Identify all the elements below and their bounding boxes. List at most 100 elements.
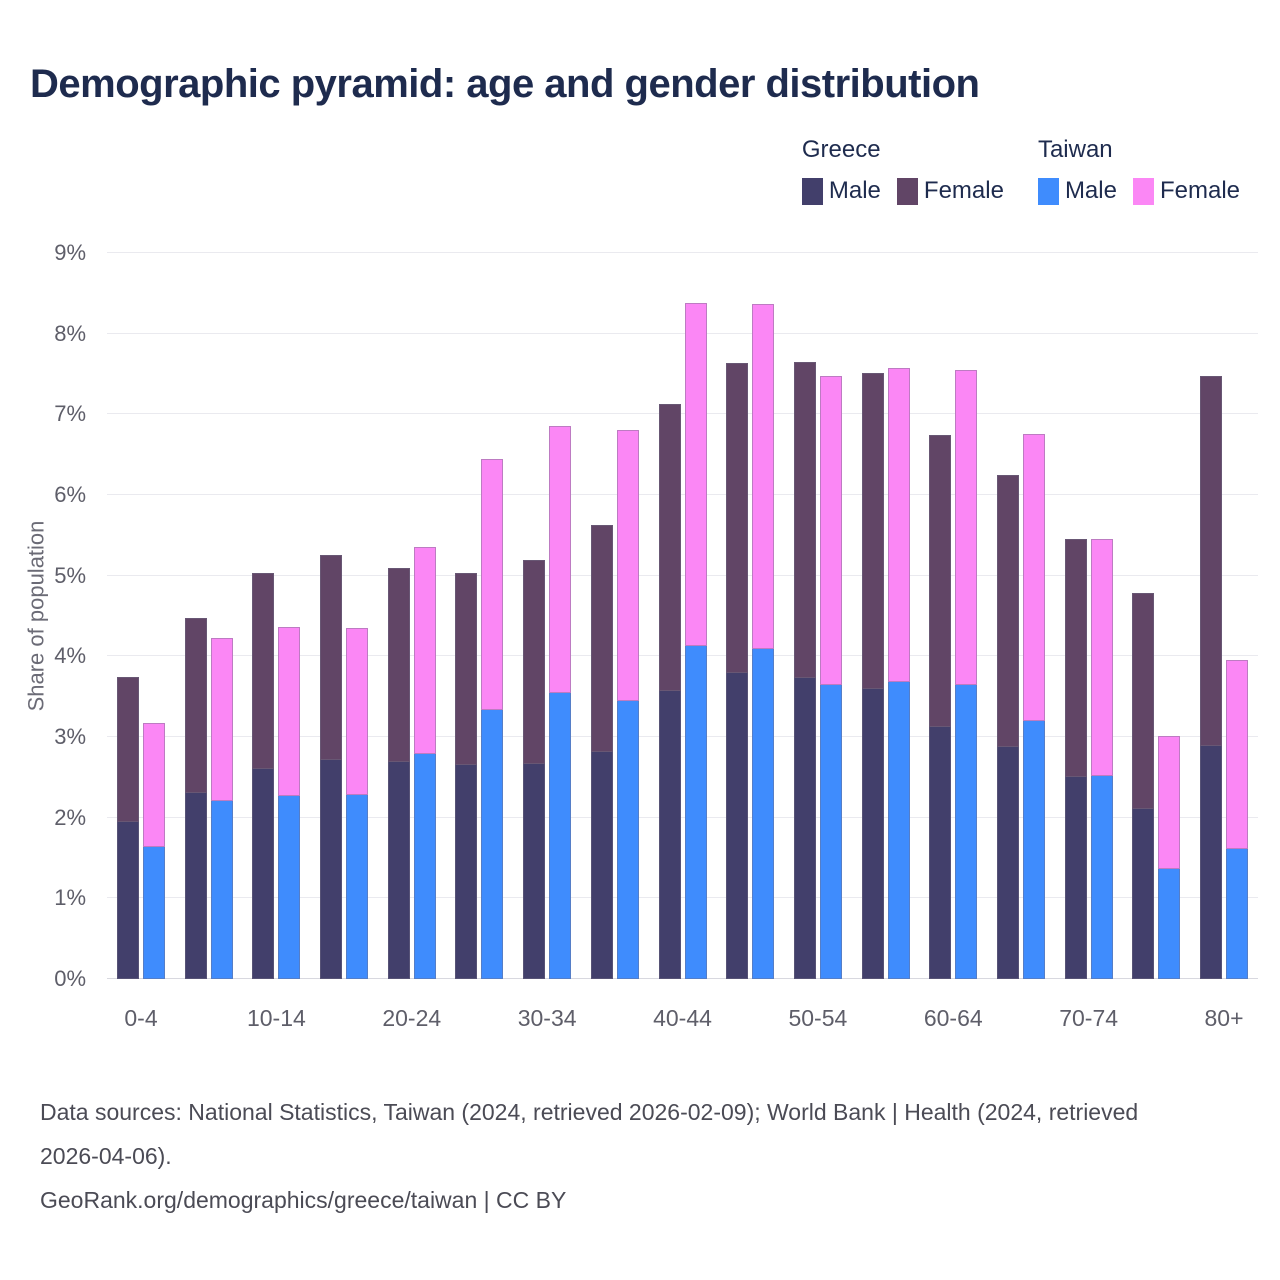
y-axis-title: Share of population	[23, 520, 49, 712]
y-tick-label: 9%	[54, 240, 86, 265]
bar-segment-greece-male-15-19	[320, 759, 343, 979]
bar-segment-greece-male-35-39	[590, 752, 613, 979]
taiwan-bar-5-9	[210, 253, 233, 979]
bar-segment-taiwan-female-75-79	[1158, 736, 1181, 870]
legend-item-greece-male[interactable]: Male	[801, 177, 881, 205]
greece-bar-25-29	[455, 253, 478, 979]
bar-segment-greece-female-5-9	[184, 618, 207, 793]
bar-segment-taiwan-female-5-9	[210, 637, 233, 801]
taiwan-bar-75-79	[1158, 253, 1181, 979]
gridline-4%	[107, 655, 1258, 657]
bar-segment-greece-female-55-59	[861, 373, 884, 690]
x-tick-label: 80+	[1204, 1005, 1244, 1031]
legend-item-taiwan-male[interactable]: Male	[1037, 177, 1117, 205]
bar-segment-taiwan-male-45-49	[752, 649, 775, 979]
legend-group-greece: Greece Male Female	[801, 136, 1004, 205]
bar-segment-greece-male-0-4	[117, 821, 139, 979]
x-tick-label: 70-74	[1059, 1005, 1119, 1031]
taiwan-bar-15-19	[346, 253, 369, 979]
bar-pair-35-39	[590, 253, 639, 979]
legend-group-title: Taiwan	[1037, 136, 1113, 163]
y-tick-label: 4%	[54, 643, 86, 669]
greece-bar-45-49	[726, 253, 749, 979]
y-tick-label: 5%	[54, 562, 86, 588]
x-cell-60-64: 60-64	[924, 997, 983, 1032]
plot-area	[107, 252, 1258, 979]
legend-swatch	[1132, 177, 1154, 205]
x-tick-label: 0-4	[124, 1005, 158, 1031]
bar-segment-taiwan-male-80+	[1226, 849, 1248, 979]
y-tick-label: 0%	[54, 966, 86, 991]
bar-segment-greece-female-10-14	[252, 573, 275, 770]
legend-item-taiwan-female[interactable]: Female	[1132, 177, 1240, 205]
bar-pair-40-44	[658, 253, 707, 979]
bar-segment-taiwan-male-0-4	[143, 846, 165, 979]
greece-bar-35-39	[590, 253, 613, 979]
greece-bar-80+	[1200, 253, 1222, 979]
gridline-6%	[107, 494, 1258, 495]
bar-pair-25-29	[455, 253, 504, 979]
bar-pair-65-69	[996, 253, 1045, 979]
bar-segment-greece-male-65-69	[996, 746, 1019, 979]
bar-segment-greece-female-35-39	[590, 524, 613, 753]
bar-segment-greece-female-50-54	[793, 361, 816, 679]
greece-bar-70-74	[1064, 253, 1087, 979]
bar-segment-greece-male-50-54	[793, 678, 816, 979]
bar-segment-taiwan-male-5-9	[210, 800, 233, 979]
bar-pair-55-59	[861, 253, 910, 979]
bar-segment-taiwan-female-25-29	[481, 458, 504, 710]
taiwan-bar-20-24	[413, 253, 436, 979]
legend-item-greece-female[interactable]: Female	[896, 177, 1004, 205]
y-tick-label: 2%	[54, 804, 86, 830]
y-axis-title-wrap: Share of population	[14, 253, 58, 979]
y-tick-label: 8%	[54, 320, 86, 346]
legend-group-taiwan: Taiwan Male Female	[1037, 136, 1240, 205]
bar-pair-20-24	[387, 253, 436, 979]
bar-pair-50-54	[793, 253, 842, 979]
greece-bar-50-54	[793, 253, 816, 979]
bar-segment-greece-female-15-19	[320, 554, 343, 760]
taiwan-bar-0-4	[143, 253, 165, 979]
bar-segment-taiwan-male-70-74	[1090, 775, 1113, 979]
greece-bar-15-19	[320, 253, 343, 979]
gridline-3%	[107, 736, 1258, 737]
greece-bar-5-9	[184, 253, 207, 979]
x-tick-label: 40-44	[653, 1005, 712, 1031]
greece-bar-55-59	[861, 253, 884, 979]
bar-segment-taiwan-female-15-19	[346, 628, 369, 796]
x-tick-label: 50-54	[788, 1005, 848, 1031]
greece-bar-20-24	[387, 253, 410, 979]
gridline-0%	[107, 978, 1258, 979]
bar-segment-taiwan-male-65-69	[1022, 720, 1045, 979]
bar-segment-taiwan-female-0-4	[143, 723, 165, 847]
bar-segment-taiwan-male-60-64	[955, 685, 978, 979]
x-cell-10-14: 10-14	[247, 997, 306, 1032]
bars-row	[107, 253, 1258, 979]
greece-bar-40-44	[658, 253, 681, 979]
x-cell-50-54: 50-54	[788, 997, 847, 1032]
bar-segment-taiwan-male-10-14	[278, 795, 301, 979]
bar-pair-0-4	[117, 253, 165, 979]
attribution: GeoRank.org/demographics/greece/taiwan |…	[40, 1187, 567, 1213]
x-cell-5-9	[185, 997, 233, 1032]
bar-segment-taiwan-male-40-44	[684, 645, 707, 979]
legend-item-label: Female	[1159, 177, 1240, 204]
legend-item-label: Male	[1064, 177, 1117, 204]
bar-segment-taiwan-female-20-24	[413, 546, 436, 754]
x-cell-55-59	[862, 997, 910, 1032]
greece-bar-60-64	[929, 253, 952, 979]
bar-segment-taiwan-female-10-14	[278, 627, 301, 796]
x-cell-70-74: 70-74	[1059, 997, 1118, 1032]
bar-segment-greece-male-5-9	[184, 792, 207, 979]
bar-segment-taiwan-female-45-49	[752, 303, 775, 650]
x-cell-80+: 80+	[1200, 997, 1248, 1032]
bar-segment-greece-male-20-24	[387, 762, 410, 979]
bar-segment-taiwan-female-55-59	[887, 367, 910, 683]
bar-segment-greece-female-80+	[1200, 375, 1222, 746]
bar-segment-taiwan-male-30-34	[549, 692, 572, 979]
bar-segment-greece-male-30-34	[523, 764, 546, 979]
greece-bar-75-79	[1132, 253, 1155, 979]
bar-segment-greece-female-75-79	[1132, 592, 1155, 809]
bar-pair-75-79	[1132, 253, 1181, 979]
x-cell-45-49	[726, 997, 774, 1032]
